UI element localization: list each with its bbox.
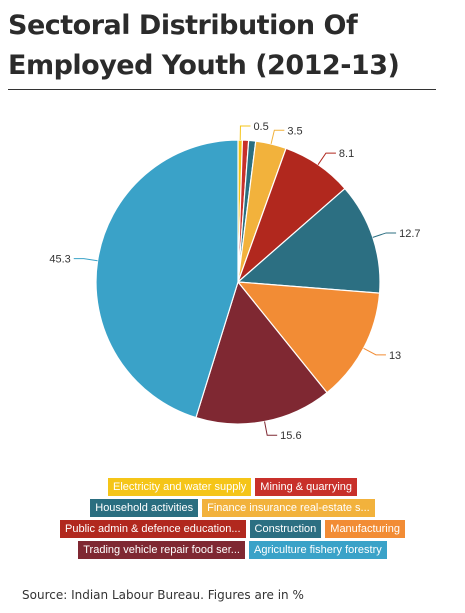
legend-row: Electricity and water supply Mining & qua…: [108, 478, 357, 496]
title-divider: [8, 89, 436, 90]
leader-line-trading-vehicle-repair-food-ser: [264, 421, 278, 436]
chart-legend: Electricity and water supply Mining & qua…: [0, 478, 465, 559]
legend-item-public-admin-defence-education: Public admin & defence education...: [60, 520, 246, 538]
legend-item-manufacturing: Manufacturing: [325, 520, 405, 538]
legend-item-agriculture-fishery-forestry: Agriculture fishery forestry: [248, 541, 387, 559]
data-label-trading-vehicle-repair-food-ser: 15.6: [280, 430, 301, 442]
data-label-agriculture-fishery-forestry: 45.3: [49, 254, 70, 266]
pie-slice-agriculture-fishery-forestry: [95, 139, 239, 419]
chart-title: Sectoral Distribution Of Employed Youth …: [8, 10, 400, 81]
legend-item-electricity-and-water-supply: Electricity and water supply: [108, 478, 252, 496]
leader-line-agriculture-fishery-forestry: [73, 258, 98, 262]
data-label-electricity-and-water-supply: 0.5: [253, 121, 268, 133]
legend-row: Public admin & defence education... Const…: [60, 520, 405, 538]
source-note: Source: Indian Labour Bureau. Figures ar…: [22, 588, 304, 602]
data-label-public-admin-defence-education: 8.1: [339, 148, 354, 160]
legend-row: Trading vehicle repair food ser... Agricu…: [78, 541, 387, 559]
data-label-construction: 12.7: [399, 228, 420, 240]
data-label-manufacturing: 13: [389, 350, 401, 362]
legend-item-construction: Construction: [249, 520, 322, 538]
pie-slice-manufacturing: [236, 281, 381, 394]
legend-item-mining-quarrying: Mining & quarrying: [255, 478, 357, 496]
legend-item-trading-vehicle-repair-food-ser: Trading vehicle repair food ser...: [78, 541, 245, 559]
pie-chart: 0.5 3.5 8.1 12.7 13 15.6 45.3: [49, 121, 420, 442]
pie-slice-trading-vehicle-repair-food-ser: [195, 280, 328, 425]
leader-line-manufacturing: [363, 347, 386, 356]
leader-line-construction: [372, 232, 397, 238]
leader-line-finance-insurance-real-estate-s: [270, 129, 285, 145]
data-label-finance-insurance-real-estate-s: 3.5: [287, 125, 302, 137]
legend-item-household-activities: Household activities: [90, 499, 199, 517]
legend-item-finance-insurance-real-estate-s: Finance insurance real-estate s...: [202, 499, 375, 517]
leader-line-electricity-and-water-supply: [239, 125, 251, 141]
legend-row: Household activities Finance insurance re…: [90, 499, 375, 517]
leader-line-public-admin-defence-education: [317, 152, 336, 165]
